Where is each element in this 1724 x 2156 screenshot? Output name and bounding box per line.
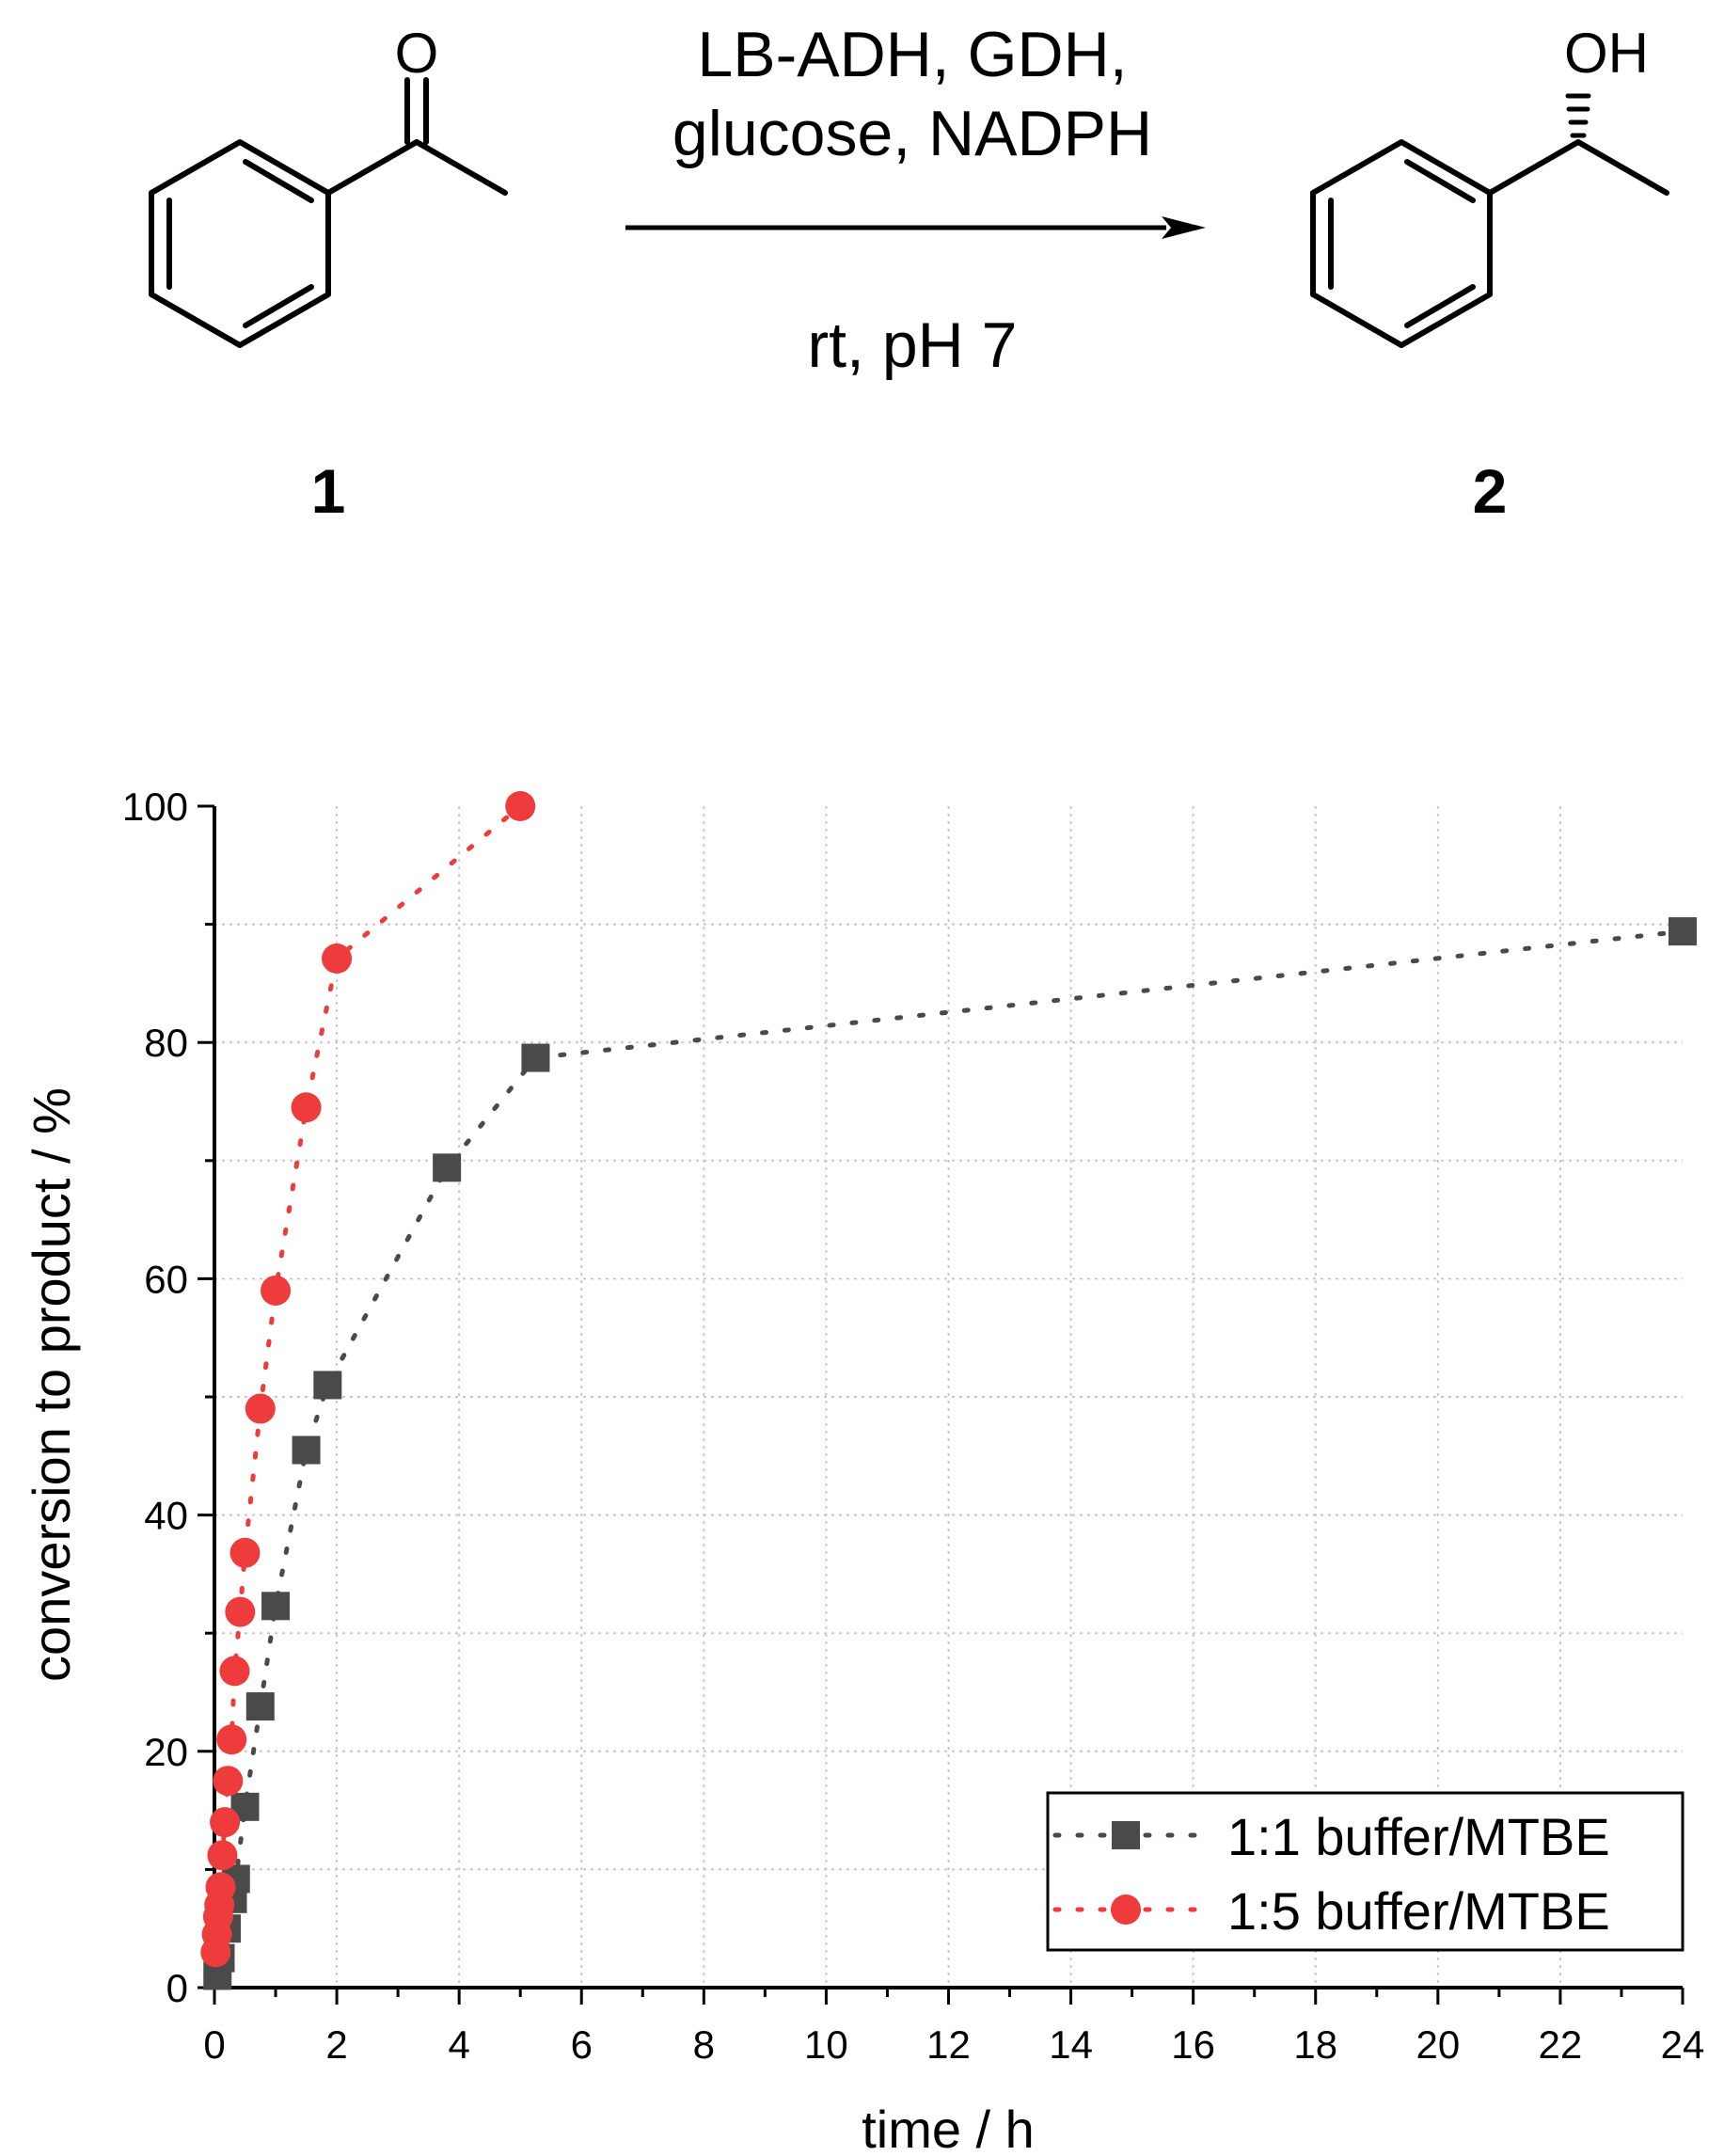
reaction-arrow <box>625 216 1206 239</box>
legend-circle-marker-icon <box>1111 1894 1141 1925</box>
x-tick-label: 20 <box>1416 2022 1460 2067</box>
y-tick-label: 20 <box>144 1730 188 1774</box>
y-axis-title: conversion to product / % <box>22 1087 81 1682</box>
legend: 1:1 buffer/MTBE 1:5 buffer/MTBE <box>1046 1791 1684 1952</box>
product-inner-bond <box>1404 159 1476 203</box>
data-point-square <box>261 1592 291 1621</box>
legend-square-marker-icon <box>1112 1821 1140 1849</box>
x-tick-label: 10 <box>804 2022 848 2067</box>
x-tick-label: 12 <box>926 2022 971 2067</box>
reagents-line-1: LB-ADH, GDH, <box>697 19 1127 90</box>
x-tick-label: 14 <box>1049 2022 1093 2067</box>
data-point-circle <box>229 1537 261 1568</box>
data-point-circle <box>225 1596 256 1627</box>
chart-grid <box>214 806 1683 1988</box>
y-tick-label: 80 <box>144 1021 188 1065</box>
x-tick-label: 8 <box>693 2022 715 2067</box>
legend-box <box>1046 1791 1684 1952</box>
chart-axes <box>198 804 1684 2005</box>
legend-label-1: 1:1 buffer/MTBE <box>1227 1807 1610 1866</box>
data-point-circle <box>210 1807 241 1838</box>
reaction-conditions: rt, pH 7 <box>808 309 1018 381</box>
series-line-2 <box>213 803 523 1955</box>
reactant-ring-to-carbonyl-bond <box>325 139 419 196</box>
y-tick-label: 40 <box>144 1494 188 1538</box>
reactant-methyl-bond <box>414 139 508 196</box>
product-ring-to-carbinol-bond <box>1487 139 1581 196</box>
data-point-circle <box>245 1393 276 1424</box>
y-tick-label: 60 <box>144 1257 188 1301</box>
x-tick-label: 0 <box>203 2022 225 2067</box>
acetophenone-structure <box>149 77 508 348</box>
x-tick-label: 18 <box>1293 2022 1337 2067</box>
reactant-benzene-ring <box>149 139 331 348</box>
data-point-square <box>313 1371 342 1400</box>
data-point-circle <box>216 1724 247 1755</box>
x-tick-label: 4 <box>448 2022 469 2067</box>
data-point-circle <box>207 1840 238 1871</box>
data-point-square <box>521 1043 550 1072</box>
data-point-square <box>292 1435 321 1465</box>
product-inner-bond <box>1404 284 1476 328</box>
phenylethanol-structure <box>1310 139 1669 348</box>
data-point-square <box>245 1692 275 1721</box>
hydroxyl-label: OH <box>1564 22 1649 85</box>
y-tick-label: 0 <box>166 1966 188 2010</box>
reactant-inner-bond <box>243 284 314 328</box>
reaction-scheme: O LB-ADH, GDH, glucose, NADPH rt, pH 7 O… <box>149 19 1669 526</box>
x-tick-label: 24 <box>1661 2022 1705 2067</box>
data-point-circle <box>205 1872 236 1903</box>
x-axis-title: time / h <box>862 2100 1035 2156</box>
reactant-inner-bond <box>243 159 314 203</box>
data-point-circle <box>219 1656 250 1687</box>
compound-label-product: 2 <box>1473 456 1508 526</box>
data-point-circle <box>505 791 536 821</box>
x-tick-label: 2 <box>325 2022 347 2067</box>
data-point-circle <box>291 1092 322 1123</box>
product-methyl-bond <box>1575 139 1669 196</box>
legend-label-2: 1:5 buffer/MTBE <box>1227 1881 1610 1941</box>
x-tick-label: 22 <box>1539 2022 1583 2067</box>
data-point-circle <box>213 1766 244 1797</box>
y-tick-label: 100 <box>122 785 188 829</box>
compound-label-reactant: 1 <box>311 456 346 526</box>
data-points <box>200 791 1697 1990</box>
x-tick-label: 6 <box>571 2022 593 2067</box>
data-point-circle <box>322 943 353 975</box>
hashed-wedge-bond <box>1565 93 1591 138</box>
x-tick-label: 16 <box>1171 2022 1215 2067</box>
data-point-square <box>433 1153 462 1182</box>
product-benzene-ring <box>1310 139 1493 348</box>
data-point-circle <box>261 1275 292 1306</box>
carbonyl-oxygen-label: O <box>395 22 439 85</box>
reagents-line-2: glucose, NADPH <box>672 98 1152 169</box>
data-point-square <box>1669 917 1697 946</box>
